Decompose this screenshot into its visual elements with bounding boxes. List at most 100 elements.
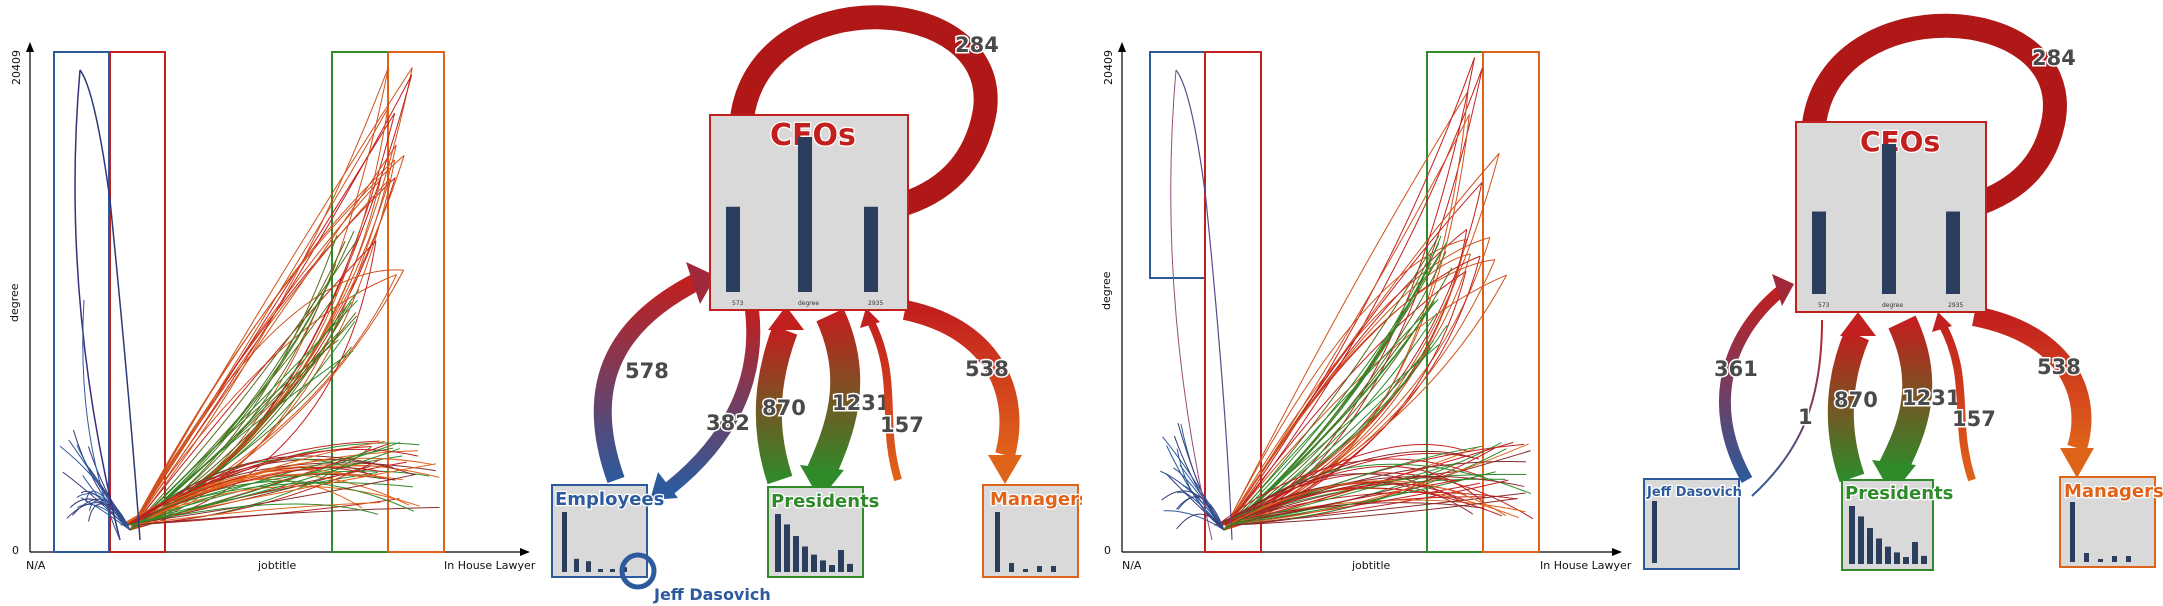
red-selection[interactable] xyxy=(1204,51,1262,553)
presidents-node-label: Presidents xyxy=(771,491,879,512)
edge-mid-down xyxy=(1878,315,1933,477)
red-selection[interactable] xyxy=(109,51,166,553)
edge-curves xyxy=(1160,57,1534,531)
edge-left-up xyxy=(1719,285,1786,483)
panel-1-canvas: 20409 0 degree N/A jobtitle In House Law… xyxy=(8,5,1082,605)
edge-mid-up xyxy=(755,325,798,485)
ceos-node-label: CEOs xyxy=(1860,125,1940,158)
edge-curve xyxy=(1223,298,1439,531)
edge-right-down-value: 538 xyxy=(965,357,1009,381)
employees-node[interactable]: Employees xyxy=(551,484,666,578)
histogram-bar xyxy=(2112,556,2117,562)
edge-curve xyxy=(129,144,397,531)
jeff-dasovich-node-label: Jeff Dasovich xyxy=(1646,485,1742,500)
edge-curve xyxy=(1217,458,1486,526)
histogram-bar xyxy=(838,549,844,572)
histogram-bar xyxy=(1009,563,1014,572)
edge-curve xyxy=(1215,502,1485,526)
orange-selection[interactable] xyxy=(1482,51,1540,553)
edge-curve xyxy=(1228,462,1458,526)
edge-curve xyxy=(72,429,131,531)
y-axis-label: degree xyxy=(1100,271,1113,310)
ceos-node[interactable]: CEOs 573 degree 2935 xyxy=(709,114,909,311)
managers-node[interactable]: Managers xyxy=(982,484,1082,578)
orange-selection[interactable] xyxy=(387,51,445,553)
presidents-node-label: Presidents xyxy=(1845,483,1953,504)
x-axis-label: jobtitle xyxy=(257,559,297,572)
edge-curve xyxy=(1223,251,1447,531)
edge-curve xyxy=(1176,513,1225,531)
ceos-histogram-bar xyxy=(798,137,812,292)
x-left-label: N/A xyxy=(26,559,46,572)
ceos-stat-mid: degree xyxy=(798,300,819,307)
edge-curve xyxy=(1213,499,1526,526)
histogram-bar xyxy=(574,558,579,572)
edge-left-up-arrow xyxy=(1772,274,1794,306)
edge-left-down xyxy=(1751,319,1823,497)
edge-curve xyxy=(128,502,381,526)
edge-right-down xyxy=(902,300,1020,458)
y-zero-label: 0 xyxy=(1104,544,1111,557)
ceos-histogram-bar xyxy=(1946,211,1960,294)
edge-curve xyxy=(129,67,413,531)
presidents-node[interactable]: Presidents xyxy=(767,486,881,578)
edge-curve xyxy=(1228,453,1479,526)
histogram-bar xyxy=(1885,546,1891,564)
histogram-bar xyxy=(1023,569,1028,572)
self-loop-value: 284 xyxy=(955,33,999,57)
edge-curve xyxy=(127,503,379,526)
edge-right-down-arrow xyxy=(2060,448,2094,478)
managers-node-label: Managers xyxy=(2064,481,2163,502)
histogram-bar xyxy=(793,536,799,572)
edge-mid-up xyxy=(1827,329,1870,483)
x-axis-arrow xyxy=(520,548,530,556)
histogram-bar xyxy=(1849,506,1855,564)
edge-curve xyxy=(1223,259,1495,531)
ceos-histogram xyxy=(1812,144,1960,294)
employees-node-label: Employees xyxy=(555,489,664,510)
edge-right-up-value: 157 xyxy=(1952,407,1996,431)
edge-curve xyxy=(126,440,380,526)
edge-curve xyxy=(129,144,397,531)
histogram-bar xyxy=(1858,516,1864,564)
edge-curve xyxy=(1219,450,1474,526)
ceos-histogram-bar xyxy=(726,206,740,292)
edge-mid-up-arrow xyxy=(1840,312,1876,336)
edge-right-down-arrow xyxy=(988,455,1022,484)
jeff-dasovich-node-box xyxy=(1643,478,1740,570)
blue-selection[interactable] xyxy=(1149,51,1206,279)
y-axis-arrow xyxy=(26,42,34,52)
edge-curve xyxy=(1162,436,1225,531)
edge-right-up-arrow xyxy=(1932,312,1952,332)
histogram-bar xyxy=(1051,566,1056,572)
presidents-node[interactable]: Presidents xyxy=(1841,479,1955,571)
edge-curve xyxy=(124,448,400,526)
edge-curve xyxy=(1223,274,1507,531)
managers-node[interactable]: Managers xyxy=(2059,476,2163,568)
self-loop-edge xyxy=(1802,13,2067,224)
histogram-bar xyxy=(2098,559,2103,562)
histogram-bar xyxy=(2070,502,2075,562)
edge-mid-up-value: 870 xyxy=(1834,388,1878,412)
ceos-histogram-bar xyxy=(864,206,878,292)
y-axis-label: degree xyxy=(8,283,21,322)
edge-curve xyxy=(129,458,381,526)
edge-curve xyxy=(138,472,403,526)
y-max-label: 20409 xyxy=(10,50,23,85)
histogram-bar xyxy=(784,524,790,572)
ceos-node[interactable]: CEOs 573 degree 2935 xyxy=(1795,121,1987,313)
edge-mid-down-value: 1231 xyxy=(832,391,890,415)
blue-selection[interactable] xyxy=(53,51,110,553)
panel-2: 20409 0 degree N/A jobtitle In House Law… xyxy=(1082,0,2163,606)
histogram-bar xyxy=(775,514,781,572)
edge-right-up xyxy=(866,318,902,482)
highlight-ring[interactable] xyxy=(619,552,657,590)
ceos-histogram-bar xyxy=(1882,144,1896,294)
edge-right-up-arrow xyxy=(860,308,880,328)
blue-long-curve-2 xyxy=(1170,69,1213,541)
edge-curve xyxy=(129,155,405,531)
jeff-dasovich-node[interactable]: Jeff Dasovich xyxy=(1643,478,1743,570)
edge-left-up-value: 361 xyxy=(1714,357,1758,381)
edge-curve xyxy=(129,179,381,531)
edge-curve xyxy=(121,473,417,526)
